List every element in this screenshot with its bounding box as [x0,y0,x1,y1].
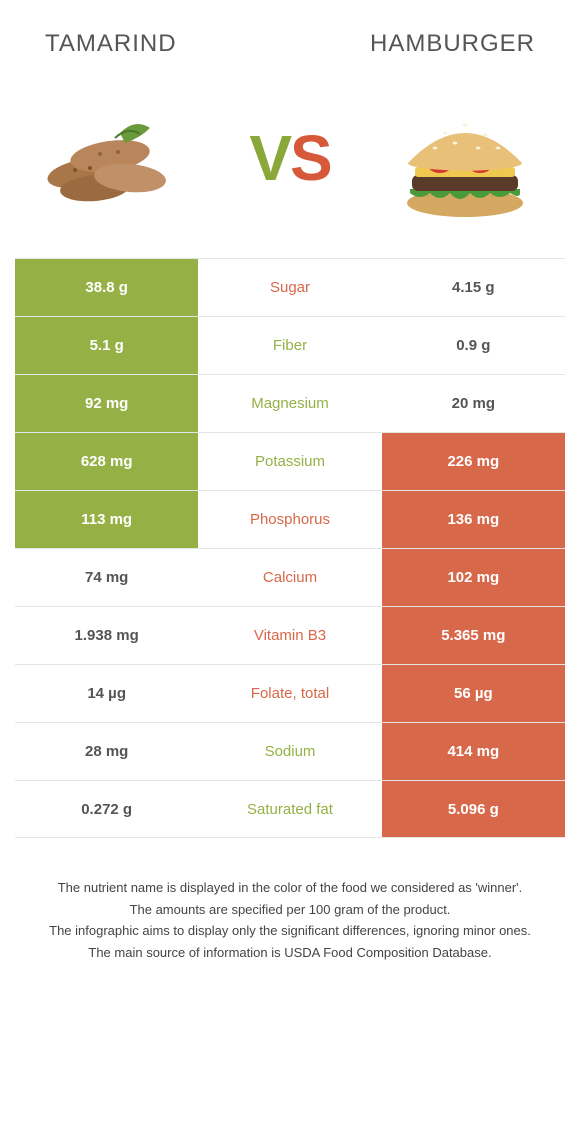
value-left: 14 µg [15,665,198,722]
nutrient-label: Potassium [198,433,381,490]
value-right: 4.15 g [382,259,565,316]
value-right: 226 mg [382,433,565,490]
nutrient-label: Magnesium [198,375,381,432]
hamburger-image [385,88,545,228]
nutrient-label: Fiber [198,317,381,374]
value-right: 136 mg [382,491,565,548]
value-left: 628 mg [15,433,198,490]
nutrient-label: Phosphorus [198,491,381,548]
value-left: 92 mg [15,375,198,432]
table-row: 28 mgSodium414 mg [15,722,565,780]
footer-notes: The nutrient name is displayed in the co… [15,838,565,984]
nutrient-label: Sugar [198,259,381,316]
footer-line: The nutrient name is displayed in the co… [35,878,545,898]
table-row: 1.938 mgVitamin B35.365 mg [15,606,565,664]
footer-line: The main source of information is USDA F… [35,943,545,963]
hero-row: VS [15,78,565,258]
table-row: 113 mgPhosphorus136 mg [15,490,565,548]
nutrient-label: Folate, total [198,665,381,722]
table-row: 92 mgMagnesium20 mg [15,374,565,432]
value-right: 102 mg [382,549,565,606]
value-right: 5.096 g [382,781,565,837]
nutrient-label: Vitamin B3 [198,607,381,664]
tamarind-image [35,88,195,228]
nutrient-table: 38.8 gSugar4.15 g5.1 gFiber0.9 g92 mgMag… [15,258,565,838]
value-left: 0.272 g [15,781,198,837]
title-row: Tamarind Hamburger [15,20,565,78]
title-left: Tamarind [45,30,177,58]
value-right: 56 µg [382,665,565,722]
value-left: 74 mg [15,549,198,606]
value-left: 38.8 g [15,259,198,316]
value-left: 28 mg [15,723,198,780]
vs-label: VS [249,121,330,195]
value-right: 5.365 mg [382,607,565,664]
title-right: Hamburger [370,30,535,58]
footer-line: The amounts are specified per 100 gram o… [35,900,545,920]
table-row: 14 µgFolate, total56 µg [15,664,565,722]
footer-line: The infographic aims to display only the… [35,921,545,941]
table-row: 0.272 gSaturated fat5.096 g [15,780,565,838]
nutrient-label: Calcium [198,549,381,606]
table-row: 38.8 gSugar4.15 g [15,258,565,316]
infographic-container: Tamarind Hamburger VS [0,0,580,1004]
value-right: 0.9 g [382,317,565,374]
table-row: 628 mgPotassium226 mg [15,432,565,490]
table-row: 5.1 gFiber0.9 g [15,316,565,374]
value-right: 414 mg [382,723,565,780]
nutrient-label: Saturated fat [198,781,381,837]
value-left: 1.938 mg [15,607,198,664]
vs-s: S [290,122,331,194]
value-left: 113 mg [15,491,198,548]
vs-v: V [249,122,290,194]
nutrient-label: Sodium [198,723,381,780]
value-right: 20 mg [382,375,565,432]
value-left: 5.1 g [15,317,198,374]
table-row: 74 mgCalcium102 mg [15,548,565,606]
